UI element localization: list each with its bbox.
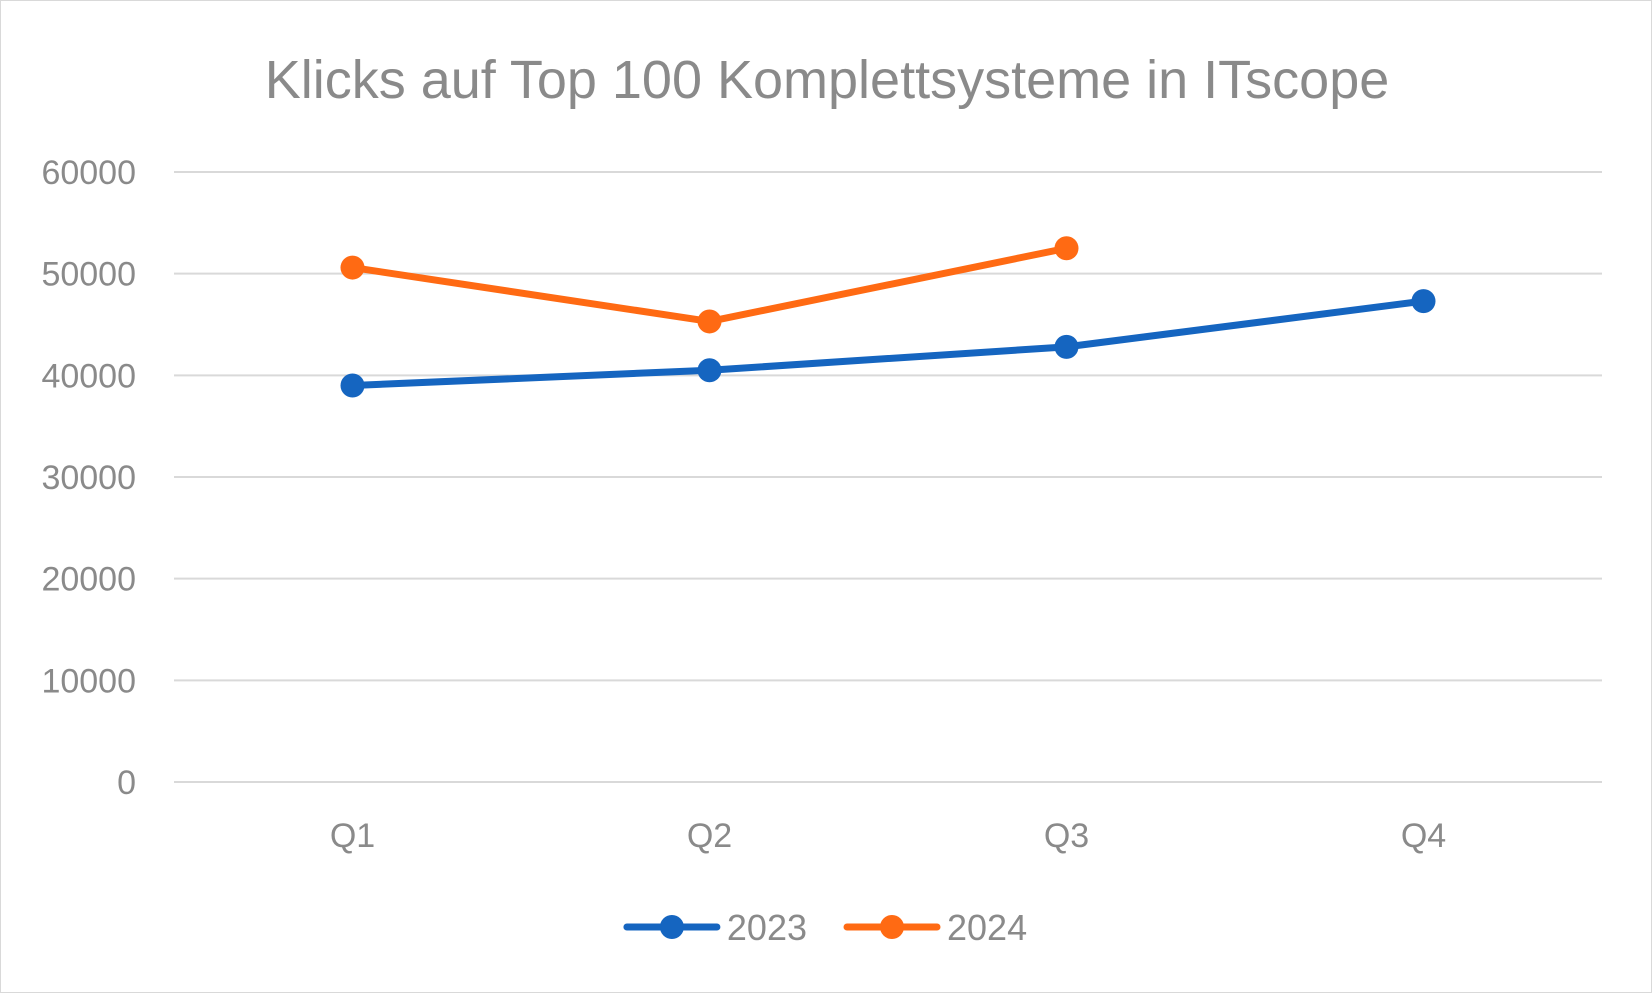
legend-label: 2024 (947, 907, 1027, 948)
data-point (1054, 236, 1079, 261)
series-lines (340, 236, 1436, 398)
x-tick-label: Q2 (687, 817, 732, 855)
series-line (349, 297, 1427, 389)
legend: 2023 2024 (623, 907, 1027, 948)
data-point (340, 255, 365, 280)
y-tick-label: 50000 (41, 256, 136, 294)
chart-title: Klicks auf Top 100 Komplettsysteme in IT… (265, 50, 1390, 110)
series-2024 (340, 236, 1079, 334)
x-tick-label: Q4 (1401, 817, 1446, 855)
y-axis-ticks: 0 10000 20000 30000 40000 50000 60000 (41, 154, 136, 802)
legend-marker (880, 915, 904, 939)
series-2023 (340, 289, 1436, 398)
data-point (1411, 289, 1436, 314)
y-tick-label: 0 (117, 764, 136, 802)
y-tick-label: 30000 (41, 459, 136, 497)
y-tick-label: 40000 (41, 357, 136, 395)
data-point (697, 358, 722, 383)
data-point (1054, 334, 1079, 359)
y-tick-label: 20000 (41, 561, 136, 599)
x-tick-label: Q1 (330, 817, 375, 855)
legend-item: 2023 (623, 907, 807, 948)
x-axis-ticks: Q1 Q2 Q3 Q4 (330, 817, 1446, 855)
y-tick-label: 10000 (41, 662, 136, 700)
legend-label: 2023 (727, 907, 807, 948)
data-point (340, 373, 365, 398)
gridlines (174, 171, 1602, 783)
legend-item: 2024 (843, 907, 1027, 948)
y-tick-label: 60000 (41, 154, 136, 192)
data-point (697, 309, 722, 334)
legend-marker (659, 915, 684, 939)
x-tick-label: Q3 (1044, 817, 1089, 855)
